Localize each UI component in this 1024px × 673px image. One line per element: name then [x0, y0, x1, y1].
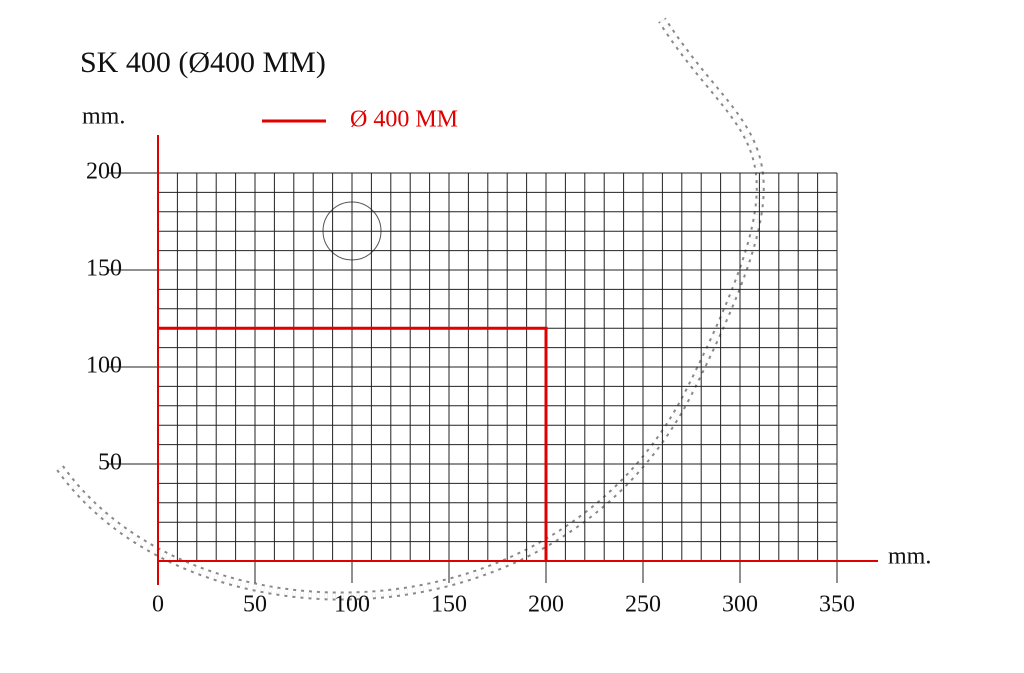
- saw-blade-inner: [57, 18, 763, 599]
- y-tick-label: 50: [98, 450, 122, 476]
- y-tick-label: 100: [86, 353, 122, 379]
- x-tick-label: 50: [243, 592, 267, 618]
- legend-label: Ø 400 MM: [350, 107, 458, 133]
- x-tick-label: 0: [152, 592, 164, 618]
- x-axis-label: mm.: [888, 544, 931, 570]
- series-line: [158, 326, 548, 561]
- x-tick-label: 100: [334, 592, 370, 618]
- x-tick-label: 250: [625, 592, 661, 618]
- x-tick-label: 350: [819, 592, 855, 618]
- y-tick-label: 150: [86, 256, 122, 282]
- x-tick-label: 200: [528, 592, 564, 618]
- y-axis-label: mm.: [82, 104, 125, 130]
- x-tick-label: 300: [722, 592, 758, 618]
- chart-title: SK 400 (Ø400 MM): [80, 46, 326, 79]
- y-tick-label: 200: [86, 159, 122, 185]
- x-tick-label: 150: [431, 592, 467, 618]
